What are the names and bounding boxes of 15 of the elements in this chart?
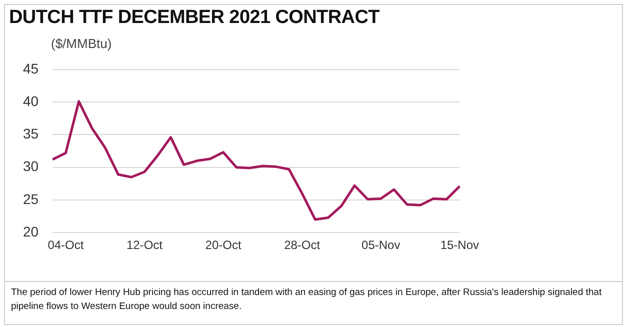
y-tick-label: 45 <box>22 60 39 76</box>
x-tick-label: 12-Oct <box>126 238 164 252</box>
y-tick-label: 20 <box>22 223 39 240</box>
chart-title: DUTCH TTF DECEMBER 2021 CONTRACT <box>9 7 380 29</box>
x-tick-label: 05-Nov <box>362 238 400 252</box>
x-tick-label: 28-Oct <box>284 238 321 252</box>
y-axis-title: ($/MMBtu) <box>51 36 112 51</box>
y-tick-label: 25 <box>22 190 39 207</box>
y-tick-label: 35 <box>22 126 39 142</box>
text: The period of lower Henry Hub pricing has occurred in tandem with an easing of gas prices in Europe, after Russia's leadership signaled that pipeline flows to Western Europe would soon increase. <box>11 286 603 314</box>
y-tick-label: 40 <box>22 92 39 109</box>
x-tick-label: 04-Oct <box>48 238 84 252</box>
x-tick-label: 15-Nov <box>440 238 479 252</box>
y-tick-label: 30 <box>22 158 39 174</box>
x-tick-label: 20-Oct <box>205 238 242 252</box>
